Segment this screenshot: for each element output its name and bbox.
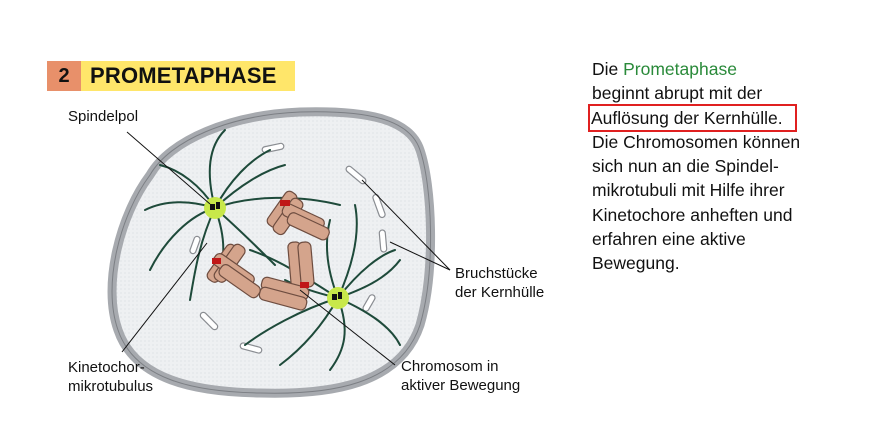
desc-text: Die <box>592 59 624 79</box>
leader-chromosome <box>299 289 396 366</box>
chromosome-1 <box>266 190 330 241</box>
label-spindle-pole: Spindelpol <box>68 108 139 125</box>
desc-line-4: Die Chromosomen können <box>592 131 801 152</box>
label-line: der Kernhülle <box>455 284 545 301</box>
label-line: mikrotubulus <box>68 378 154 395</box>
desc-term-prometaphase: Prometaphase <box>623 59 737 79</box>
highlighted-phrase: Auflösung der Kernhülle. <box>588 103 797 132</box>
leader-envelope-2 <box>389 241 451 271</box>
section-header: 2 PROMETAPHASE <box>47 61 295 91</box>
desc-line-9: Bewegung. <box>592 253 680 274</box>
leader-kinetochore-mt <box>121 242 208 353</box>
chromosome-2 <box>206 243 261 299</box>
label-line: aktiver Bewegung <box>401 377 521 394</box>
description-text: Die Prometaphase beginnt abrupt mit der … <box>588 57 801 276</box>
section-number: 2 <box>47 61 81 91</box>
label-kinetochore-microtubule: Kinetochor- mikrotubulus <box>68 358 153 396</box>
spindle-pole-bottom <box>327 287 349 309</box>
label-line: Kinetochor- <box>68 359 145 376</box>
desc-line-2: beginnt abrupt mit der <box>592 83 763 104</box>
label-line: Chromosom in <box>401 358 499 375</box>
desc-line-5: sich nun an die Spindel- <box>592 156 779 177</box>
envelope-fragment <box>378 229 388 253</box>
spindle-pole-top <box>204 197 226 219</box>
label-line: Bruchstücke <box>455 265 538 282</box>
section-title: PROMETAPHASE <box>81 61 295 91</box>
prometaphase-diagram <box>107 107 451 398</box>
label-chromosome-moving: Chromosom in aktiver Bewegung <box>401 357 520 395</box>
desc-line-7: Kinetochore anheften und <box>592 204 793 225</box>
leader-spindle-pole <box>126 131 211 205</box>
desc-line-8: erfahren eine aktive <box>592 229 746 250</box>
cell-membrane-inner-line <box>111 111 431 394</box>
envelope-fragment <box>189 235 201 255</box>
leader-lines <box>121 131 451 366</box>
leader-envelope-1 <box>361 179 451 271</box>
desc-line-1: Die Prometaphase <box>592 57 800 81</box>
envelope-fragment <box>199 311 219 331</box>
label-envelope-fragments: Bruchstücke der Kernhülle <box>455 264 544 302</box>
desc-line-3: Auflösung der Kernhülle. <box>588 103 800 132</box>
desc-line-6: mikrotubuli mit Hilfe ihrer <box>592 180 785 201</box>
envelope-fragment <box>372 193 386 219</box>
chromosome-3 <box>258 241 315 311</box>
